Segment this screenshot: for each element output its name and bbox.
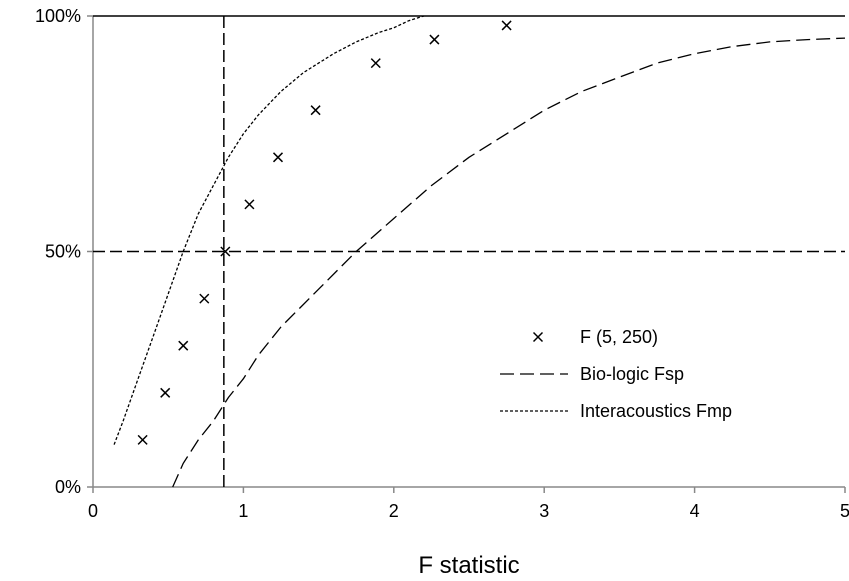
legend-label: F (5, 250) xyxy=(580,327,658,347)
reference-lines xyxy=(93,16,845,487)
legend: F (5, 250) Bio-logic Fsp Interacoustics Fm… xyxy=(500,327,732,421)
y-tick-label: 50% xyxy=(45,242,81,262)
marker-stroke xyxy=(272,152,284,163)
legend-item: Interacoustics Fmp xyxy=(500,401,732,421)
data-point xyxy=(310,105,321,116)
marker-stroke xyxy=(370,58,381,69)
data-point xyxy=(160,387,171,398)
marker-stroke xyxy=(178,340,189,351)
marker-stroke xyxy=(310,105,321,116)
data-point xyxy=(178,340,189,351)
marker-stroke xyxy=(501,20,512,31)
y-tick-label: 100% xyxy=(35,6,81,26)
x-tick-label: 0 xyxy=(88,501,98,521)
data-point xyxy=(137,434,148,445)
marker-stroke xyxy=(220,246,231,257)
data-point xyxy=(244,199,255,210)
x-tick-label: 2 xyxy=(389,501,399,521)
series-line-bio-logic-fsp xyxy=(172,37,846,488)
x-tick-label: 1 xyxy=(238,501,248,521)
y-tick-label: 0% xyxy=(55,477,81,497)
series-layer xyxy=(113,15,846,488)
x-axis-title: F statistic xyxy=(418,552,519,579)
marker-stroke xyxy=(532,331,544,343)
series-f-5-250 xyxy=(137,20,512,445)
marker-stroke xyxy=(160,387,171,398)
legend-item: Bio-logic Fsp xyxy=(500,364,684,384)
x-tick-label: 4 xyxy=(690,501,700,521)
data-point xyxy=(370,58,381,69)
data-point xyxy=(272,152,284,163)
data-point xyxy=(199,293,210,304)
x-tick-label: 3 xyxy=(539,501,549,521)
legend-label: Interacoustics Fmp xyxy=(580,401,732,421)
series-line-interacoustics-fmp xyxy=(113,15,425,445)
legend-item: F (5, 250) xyxy=(532,327,658,347)
x-tick-label: 5 xyxy=(840,501,849,521)
data-point xyxy=(429,34,440,45)
legend-marker xyxy=(532,331,544,343)
axes: 0 1 2 3 4 50%50%100% xyxy=(35,6,849,521)
data-point xyxy=(501,20,512,31)
marker-stroke xyxy=(244,199,255,210)
marker-stroke xyxy=(199,293,210,304)
legend-label: Bio-logic Fsp xyxy=(580,364,684,384)
data-point xyxy=(220,246,231,257)
marker-stroke xyxy=(137,434,148,445)
marker-stroke xyxy=(429,34,440,45)
